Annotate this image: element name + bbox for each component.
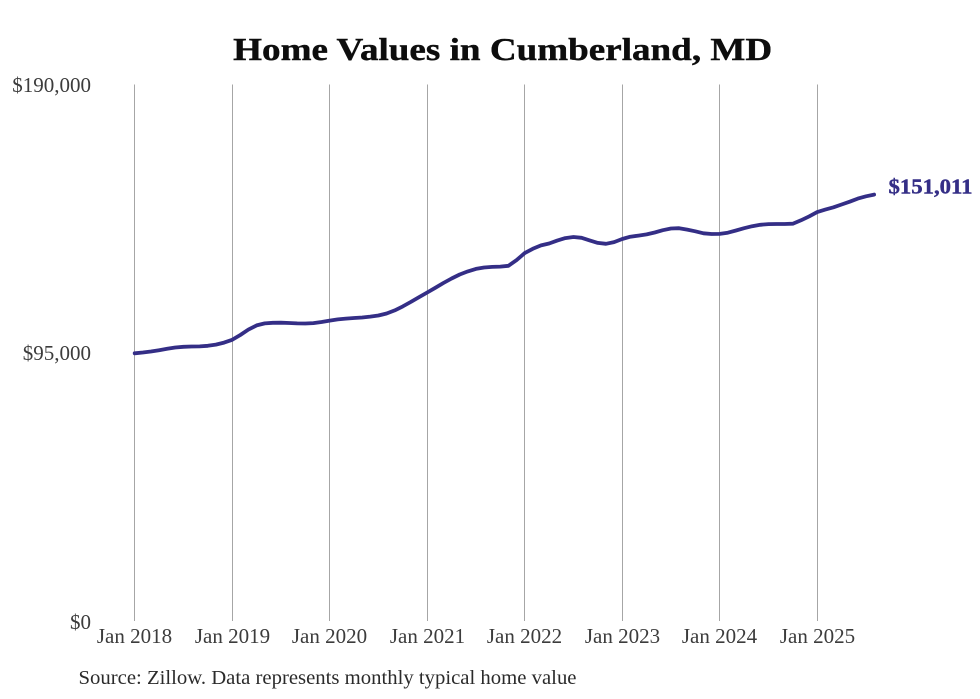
svg-text:Jan 2021: Jan 2021	[390, 624, 465, 648]
svg-text:Jan 2024: Jan 2024	[682, 624, 758, 648]
svg-text:Jan 2025: Jan 2025	[780, 624, 855, 648]
svg-text:Jan 2023: Jan 2023	[585, 624, 660, 648]
svg-text:$151,011: $151,011	[889, 175, 973, 199]
svg-text:Source: Zillow. Data represent: Source: Zillow. Data represents monthly …	[79, 667, 577, 689]
svg-text:$0: $0	[70, 610, 91, 634]
svg-text:$190,000: $190,000	[12, 73, 91, 97]
svg-text:Home Values in Cumberland, MD: Home Values in Cumberland, MD	[233, 32, 772, 67]
svg-text:Jan 2022: Jan 2022	[487, 624, 562, 648]
svg-text:Jan 2019: Jan 2019	[195, 624, 270, 648]
svg-text:Jan 2020: Jan 2020	[292, 624, 367, 648]
svg-text:$95,000: $95,000	[23, 341, 91, 365]
svg-text:Jan 2018: Jan 2018	[97, 624, 172, 648]
